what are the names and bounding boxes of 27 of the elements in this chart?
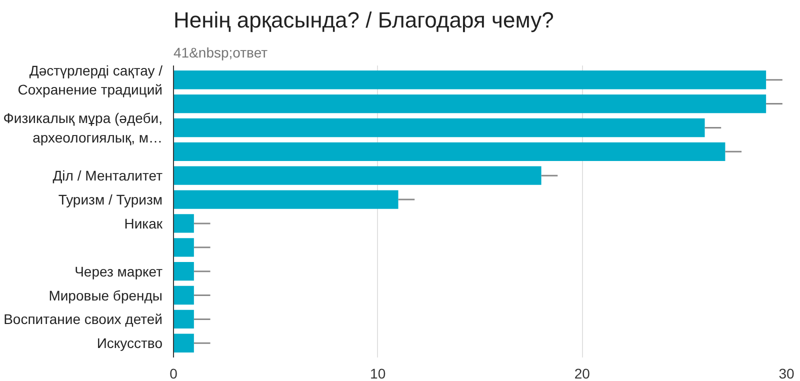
y-tick-label: Дәстүрлерді сақтау / Сохранение традиций xyxy=(18,62,163,98)
bar xyxy=(174,262,194,281)
y-tick-label: Никак xyxy=(124,215,164,232)
y-tick-label: Искусство xyxy=(96,335,163,352)
bar xyxy=(174,166,542,185)
y-tick-label: Діл / Менталитет xyxy=(52,168,164,184)
y-tick-label: Через маркет xyxy=(74,263,164,280)
x-tick-label: 20 xyxy=(574,366,590,381)
bar xyxy=(174,94,766,114)
bar xyxy=(174,214,194,233)
x-tick-label: 0 xyxy=(170,366,178,381)
x-tick-label: 10 xyxy=(370,366,386,381)
chart-subtitle: 41&nbsp;ответ xyxy=(174,44,268,60)
bar xyxy=(174,310,194,329)
bar xyxy=(174,334,194,352)
bar xyxy=(174,238,194,257)
bar xyxy=(174,118,705,138)
y-tick-label: Мировые бренды xyxy=(48,287,163,304)
bar xyxy=(174,142,726,161)
x-tick-label: 30 xyxy=(778,366,794,381)
y-tick-label: Туризм / Туризм xyxy=(58,192,162,208)
y-tick-label: Физикалық мұра (әдеби, археологиялық, м… xyxy=(3,110,163,146)
chart-title: Ненің арқасында? / Благодаря чему? xyxy=(174,8,554,32)
y-tick-label: Воспитание своих детей xyxy=(4,311,162,328)
bar xyxy=(174,70,766,90)
bar xyxy=(174,286,194,305)
bar xyxy=(174,190,398,209)
